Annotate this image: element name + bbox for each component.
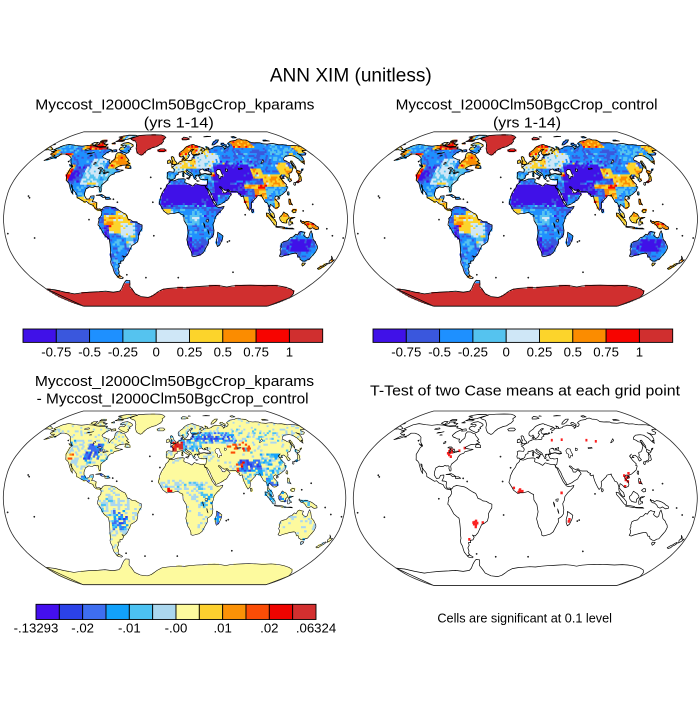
svg-text:- Myccost_I2000Clm50BgcCrop_co: - Myccost_I2000Clm50BgcCrop_control: [37, 391, 309, 408]
svg-text:1: 1: [636, 344, 643, 359]
svg-text:Myccost_I2000Clm50BgcCrop_kpar: Myccost_I2000Clm50BgcCrop_kparams: [35, 373, 315, 390]
svg-text:0.75: 0.75: [593, 344, 619, 359]
svg-text:0.5: 0.5: [214, 344, 232, 359]
svg-text:-.02: -.02: [71, 621, 94, 636]
svg-text:-0.25: -0.25: [108, 344, 138, 359]
svg-text:0: 0: [153, 344, 160, 359]
svg-text:0.75: 0.75: [243, 344, 269, 359]
svg-text:.02: .02: [260, 621, 278, 636]
svg-text:0.25: 0.25: [177, 344, 203, 359]
svg-text:-0.25: -0.25: [458, 344, 488, 359]
svg-text:(yrs 1-14): (yrs 1-14): [144, 115, 214, 132]
svg-text:Cells are significant at 0.1 l: Cells are significant at 0.1 level: [437, 610, 612, 625]
svg-text:ANN XIM (unitless): ANN XIM (unitless): [270, 65, 432, 87]
svg-text:-.00: -.00: [165, 621, 188, 636]
svg-text:.06324: .06324: [296, 621, 336, 636]
svg-text:-.13293: -.13293: [14, 621, 59, 636]
svg-text:(yrs 1-14): (yrs 1-14): [493, 115, 561, 132]
svg-text:T-Test of two Case means at ea: T-Test of two Case means at each grid po…: [370, 383, 681, 400]
svg-text:-0.75: -0.75: [41, 344, 71, 359]
svg-text:Myccost_I2000Clm50BgcCrop_cont: Myccost_I2000Clm50BgcCrop_control: [396, 96, 658, 113]
svg-text:0.25: 0.25: [527, 344, 553, 359]
svg-text:-.01: -.01: [118, 621, 141, 636]
svg-text:1: 1: [286, 344, 293, 359]
svg-text:-0.5: -0.5: [428, 344, 451, 359]
svg-text:-0.75: -0.75: [391, 344, 421, 359]
svg-text:Myccost_I2000Clm50BgcCrop_kpar: Myccost_I2000Clm50BgcCrop_kparams: [35, 96, 315, 113]
svg-text:-0.5: -0.5: [78, 344, 101, 359]
svg-text:0: 0: [503, 344, 510, 359]
svg-text:0.5: 0.5: [564, 344, 582, 359]
svg-text:.01: .01: [213, 621, 231, 636]
